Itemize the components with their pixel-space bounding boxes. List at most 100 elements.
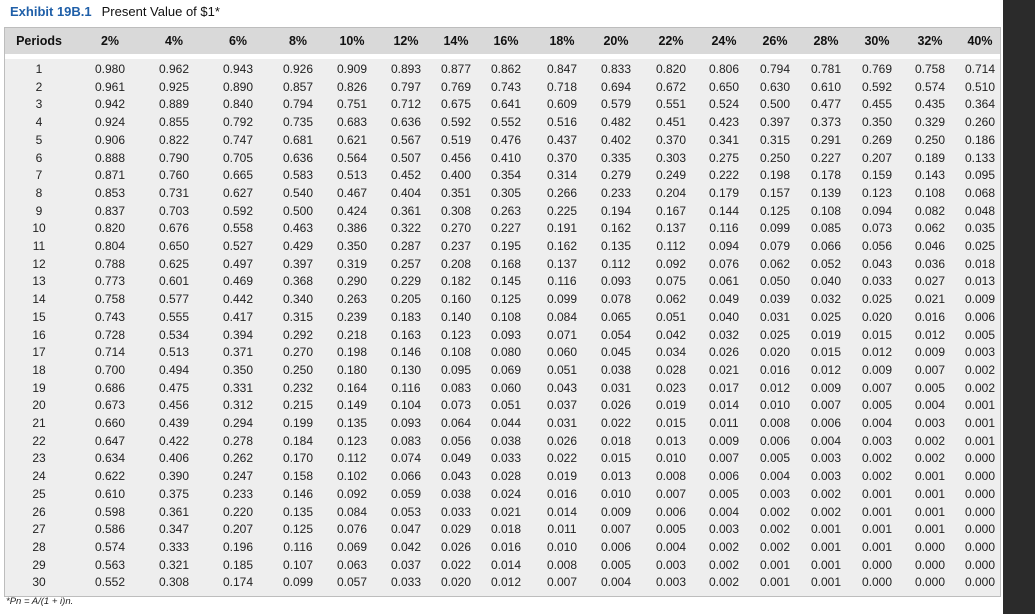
pv-cell: 0.107 — [282, 557, 314, 572]
pv-cell: 0.002 — [759, 504, 791, 519]
pv-cell: 0.013 — [655, 433, 687, 448]
pv-cell: 0.020 — [440, 575, 472, 590]
pv-cell: 0.435 — [914, 97, 946, 112]
pv-cell: 0.031 — [600, 380, 632, 395]
period-cell: 14 — [32, 292, 46, 307]
pv-cell: 0.001 — [759, 557, 791, 572]
pv-cell: 0.198 — [336, 345, 368, 360]
pv-cell: 0.001 — [914, 522, 946, 537]
pv-cell: 0.621 — [336, 132, 368, 147]
pv-cell: 0.000 — [964, 557, 996, 572]
pv-cell: 0.925 — [158, 79, 190, 94]
period-cell: 1 — [35, 62, 43, 76]
header-rate: 24% — [711, 34, 737, 48]
pv-cell: 0.672 — [655, 79, 687, 94]
pv-cell: 0.350 — [336, 239, 368, 253]
pv-cell: 0.157 — [759, 185, 791, 200]
pv-cell: 0.456 — [158, 398, 190, 413]
pv-cell: 0.404 — [390, 185, 422, 200]
table-row: 2 0.961 0.925 0.890 0.857 0.826 0.797 0.769 0.74… — [5, 79, 1000, 97]
period-cell: 23 — [32, 451, 46, 466]
pv-cell: 0.168 — [490, 256, 522, 271]
pv-cell: 0.647 — [94, 433, 126, 448]
pv-cell: 0.552 — [490, 115, 522, 130]
pv-cell: 0.233 — [600, 185, 632, 200]
pv-cell: 0.279 — [600, 168, 632, 183]
pv-cell: 0.308 — [158, 575, 190, 590]
pv-cell: 0.002 — [914, 433, 946, 448]
pv-cell: 0.010 — [600, 486, 632, 501]
pv-cell: 0.422 — [158, 433, 190, 448]
pv-cell: 0.095 — [440, 362, 472, 377]
pv-cell: 0.073 — [861, 221, 893, 236]
pv-cell: 0.747 — [222, 132, 254, 147]
pv-cell: 0.622 — [94, 469, 126, 484]
pv-cell: 0.043 — [440, 469, 472, 484]
pv-cell: 0.386 — [336, 221, 368, 236]
pv-cell: 0.004 — [810, 433, 842, 448]
pv-cell: 0.788 — [94, 256, 126, 271]
pv-cell: 0.036 — [914, 256, 946, 271]
table-row: 24 0.622 0.390 0.247 0.158 0.102 0.066 0.043 0.0… — [5, 468, 1000, 486]
pv-cell: 0.125 — [759, 203, 791, 218]
pv-cell: 0.009 — [861, 362, 893, 377]
pv-cell: 0.361 — [158, 504, 190, 519]
pv-cell: 0.477 — [810, 97, 842, 112]
pv-cell: 0.714 — [94, 345, 126, 360]
table-row: 1 0.980 0.962 0.943 0.926 0.909 0.893 0.877 0.86… — [5, 61, 1000, 79]
pv-cell: 0.361 — [390, 203, 422, 218]
pv-cell: 0.703 — [158, 203, 190, 218]
pv-cell: 0.034 — [655, 345, 687, 360]
pv-cell: 0.003 — [708, 522, 740, 537]
pv-cell: 0.451 — [655, 115, 687, 130]
pv-cell: 0.743 — [94, 309, 126, 324]
pv-cell: 0.319 — [336, 256, 368, 271]
table-row: 5 0.906 0.822 0.747 0.681 0.621 0.567 0.519 0.47… — [5, 132, 1000, 150]
pv-cell: 0.006 — [655, 504, 687, 519]
table-row: 3 0.942 0.889 0.840 0.794 0.751 0.712 0.675 0.64… — [5, 96, 1000, 114]
pv-cell: 0.199 — [282, 416, 314, 430]
pv-cell: 0.007 — [914, 362, 946, 377]
pv-cell: 0.092 — [336, 486, 368, 501]
pv-cell: 0.574 — [914, 79, 946, 94]
table-row: 10 0.820 0.676 0.558 0.463 0.386 0.322 0.270 0.2… — [5, 220, 1000, 238]
pv-cell: 0.564 — [336, 150, 368, 165]
table-row: 17 0.714 0.513 0.371 0.270 0.198 0.146 0.108 0.0… — [5, 344, 1000, 362]
pv-cell: 0.364 — [964, 97, 996, 112]
pv-cell: 0.797 — [390, 79, 422, 94]
pv-cell: 0.681 — [282, 132, 314, 147]
pv-cell: 0.718 — [546, 79, 578, 94]
pv-cell: 0.002 — [810, 504, 842, 519]
pv-cell: 0.962 — [158, 62, 190, 76]
pv-cell: 0.178 — [810, 168, 842, 183]
pv-cell: 0.038 — [600, 362, 632, 377]
pv-cell: 0.627 — [222, 185, 254, 200]
exhibit-title: Exhibit 19B.1 Present Value of $1* — [10, 0, 220, 22]
pv-cell: 0.025 — [759, 327, 791, 342]
pv-cell: 0.877 — [440, 62, 472, 76]
table-row: 19 0.686 0.475 0.331 0.232 0.164 0.116 0.083 0.0… — [5, 380, 1000, 398]
pv-cell: 0.007 — [600, 522, 632, 537]
pv-cell: 0.003 — [810, 451, 842, 466]
period-cell: 26 — [32, 504, 46, 519]
header-rate: 8% — [288, 34, 308, 48]
pv-cell: 0.007 — [655, 486, 687, 501]
pv-cell: 0.743 — [490, 79, 522, 94]
pv-cell: 0.009 — [964, 292, 996, 307]
pv-cell: 0.287 — [390, 239, 422, 253]
pv-cell: 0.005 — [600, 557, 632, 572]
pv-cell: 0.002 — [964, 380, 996, 395]
pv-cell: 0.000 — [964, 575, 996, 590]
pv-cell: 0.056 — [440, 433, 472, 448]
period-cell: 7 — [35, 168, 43, 183]
pv-cell: 0.079 — [759, 239, 791, 253]
pv-cell: 0.104 — [390, 398, 422, 413]
pv-cell: 0.071 — [546, 327, 578, 342]
pv-cell: 0.476 — [490, 132, 522, 147]
pv-cell: 0.033 — [440, 504, 472, 519]
pv-cell: 0.275 — [708, 150, 740, 165]
pv-cell: 0.006 — [964, 309, 996, 324]
pv-cell: 0.961 — [94, 79, 126, 94]
pv-cell: 0.011 — [547, 522, 577, 537]
pv-cell: 0.862 — [490, 62, 522, 76]
